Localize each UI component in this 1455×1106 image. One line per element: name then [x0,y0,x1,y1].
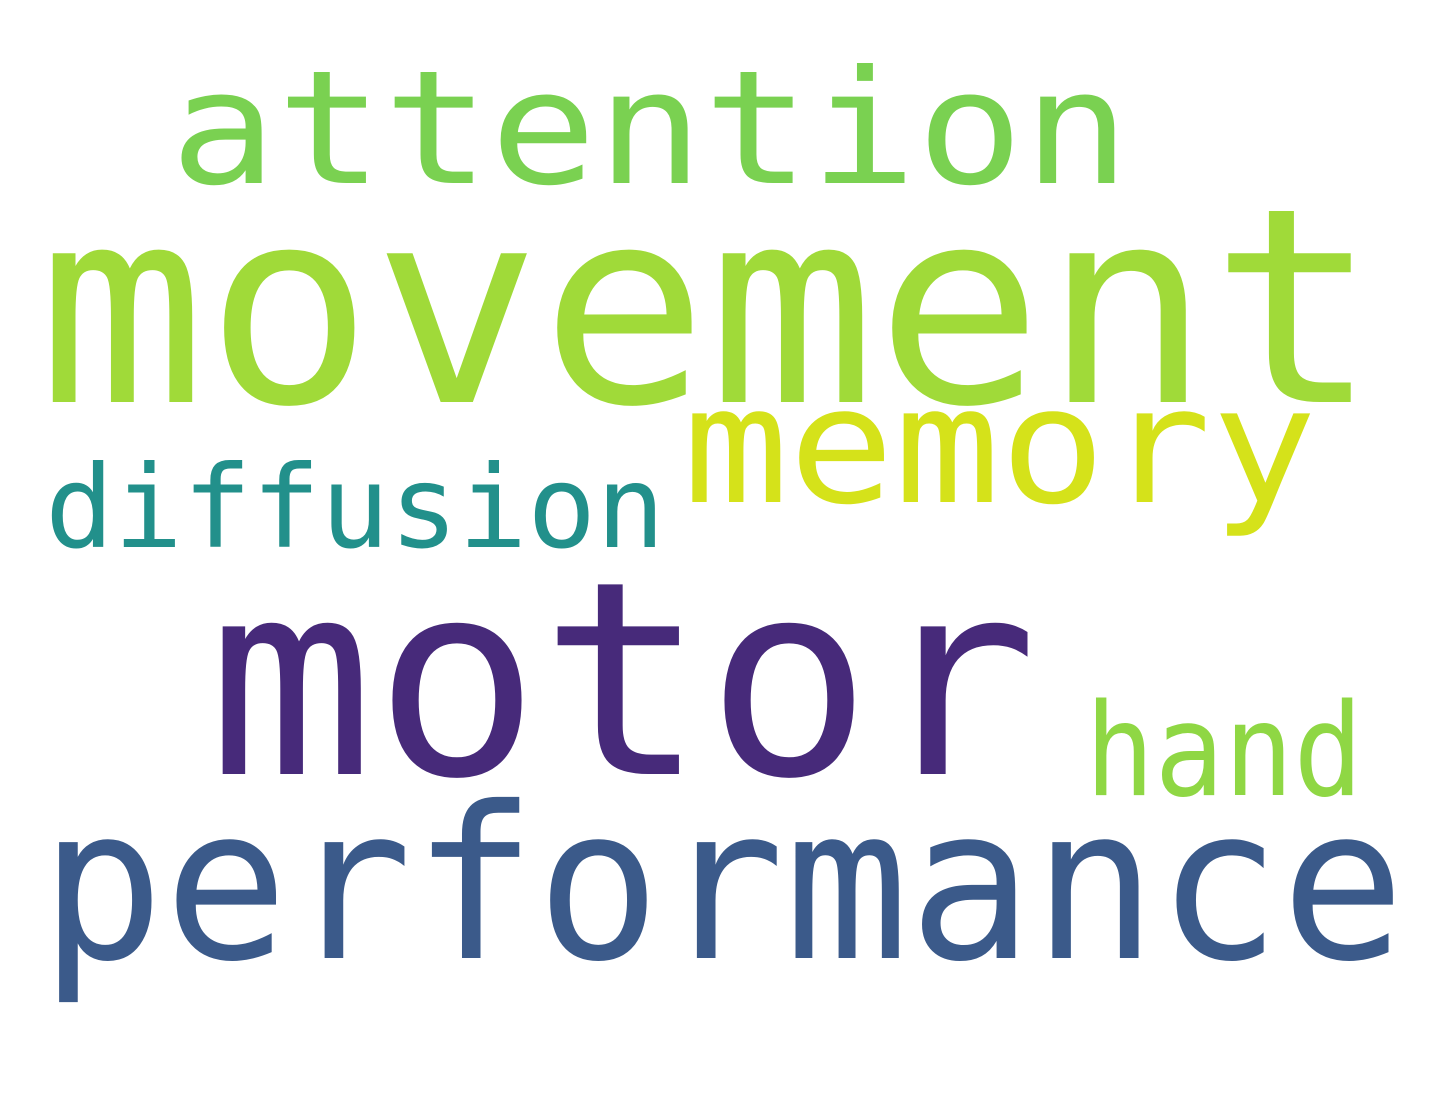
word-diffusion: diffusion [45,441,665,574]
word-performance: performance [40,761,1405,1008]
word-hand: hand [1085,677,1363,826]
word-movement: movement [38,151,1378,467]
word-memory: memory [683,353,1317,541]
word-attention: attention [170,37,1130,221]
word-motor: motor [208,523,1038,838]
